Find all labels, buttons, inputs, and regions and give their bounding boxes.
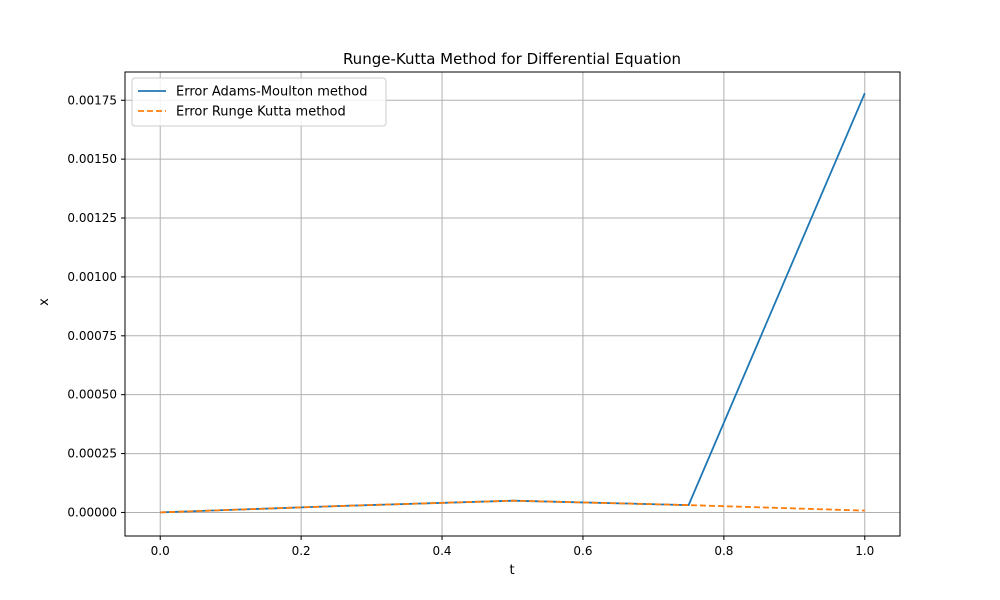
y-tick-label: 0.00025	[67, 447, 117, 461]
legend-label-1: Error Adams-Moulton method	[176, 85, 367, 100]
x-tick-label: 0.2	[292, 544, 311, 558]
legend: Error Adams-Moulton method Error Runge Ku…	[131, 77, 387, 127]
y-tick-label: 0.00000	[67, 505, 117, 519]
series-line-2	[160, 499, 865, 514]
y-axis-label: x	[37, 298, 52, 306]
y-tick-label: 0.00175	[67, 93, 117, 107]
legend-box	[131, 77, 387, 127]
y-tick-label: 0.00100	[67, 270, 117, 284]
x-tick-label: 0.6	[573, 544, 592, 558]
y-tick-label: 0.00150	[67, 152, 117, 166]
series-group	[160, 92, 866, 514]
x-tick-label: 0.4	[432, 544, 451, 558]
x-tick-label: 0.0	[151, 544, 170, 558]
x-axis-label: t	[509, 563, 514, 578]
chart-title: Runge-Kutta Method for Differential Equa…	[343, 50, 681, 68]
y-tick-label: 0.00050	[67, 388, 117, 402]
plot-area-frame	[124, 71, 901, 537]
grid	[125, 72, 900, 536]
y-tick-label: 0.00075	[67, 329, 117, 343]
y-tick-label: 0.00125	[67, 211, 117, 225]
x-tick-label: 0.8	[714, 544, 733, 558]
y-axis: 0.00000 0.00025 0.00050 0.00075 0.00100 0.001…	[67, 93, 125, 519]
legend-label-2: Error Runge Kutta method	[176, 105, 346, 120]
x-tick-label: 1.0	[855, 544, 874, 558]
x-axis: 0.0 0.2 0.4 0.6 0.8 1.0	[151, 536, 874, 558]
